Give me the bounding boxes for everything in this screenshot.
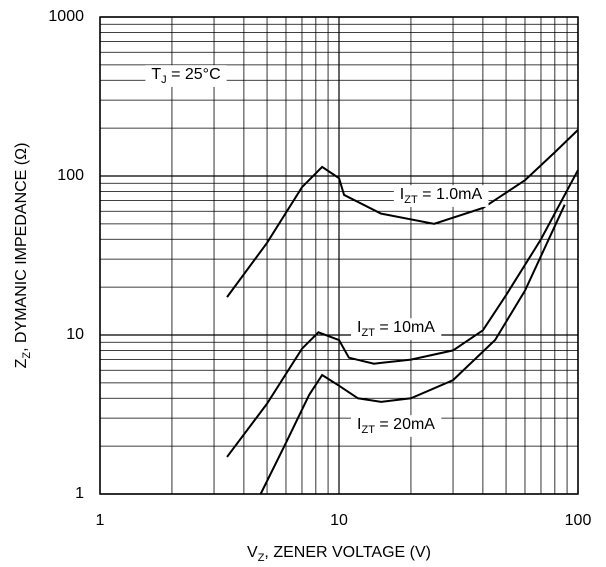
label-background	[351, 415, 442, 437]
label-background	[351, 318, 442, 340]
label-rest: = 10mA	[375, 319, 435, 336]
y-tick-label: 1000	[48, 8, 84, 25]
label-rest: = 20mA	[375, 416, 435, 433]
label-sub: ZT	[361, 327, 375, 339]
label-rest: = 25°C	[167, 66, 221, 83]
x-tick-label: 1	[96, 512, 105, 529]
label-sub: ZT	[361, 424, 375, 436]
label-sub: Z	[258, 552, 265, 564]
x-tick-label: 10	[330, 512, 348, 529]
label-main: V	[247, 544, 258, 561]
label-rest: , ZENER VOLTAGE (V)	[264, 544, 431, 561]
label-main: Z	[13, 358, 30, 368]
y-tick-label: 1	[75, 485, 84, 502]
label-rest: , DYMANIC IMPEDANCE (Ω)	[13, 143, 30, 352]
label-main: I	[357, 319, 361, 336]
label-background	[393, 185, 489, 207]
x-axis-label: VZ, ZENER VOLTAGE (V)	[247, 544, 431, 564]
series-label: IZT = 1.0mA	[400, 186, 483, 206]
series-line	[226, 129, 579, 298]
label-sub: J	[161, 74, 167, 86]
y-axis-label: ZZ, DYMANIC IMPEDANCE (Ω)	[13, 143, 33, 369]
label-main: I	[357, 416, 361, 433]
plot-frame	[99, 16, 579, 495]
series-line	[259, 204, 566, 495]
label-rest: = 1.0mA	[418, 186, 483, 203]
y-tick-label: 10	[66, 326, 84, 343]
label-background	[145, 65, 227, 87]
label-sub: ZT	[404, 194, 418, 206]
series-line	[226, 169, 579, 458]
annotation: TJ = 25°C	[151, 66, 220, 86]
x-tick-label: 100	[565, 512, 592, 529]
series-label: IZT = 10mA	[357, 319, 435, 339]
label-main: T	[151, 66, 161, 83]
label-main: I	[400, 186, 404, 203]
y-tick-label: 100	[57, 167, 84, 184]
label-sub: Z	[21, 352, 33, 359]
series-label: IZT = 20mA	[357, 416, 435, 436]
